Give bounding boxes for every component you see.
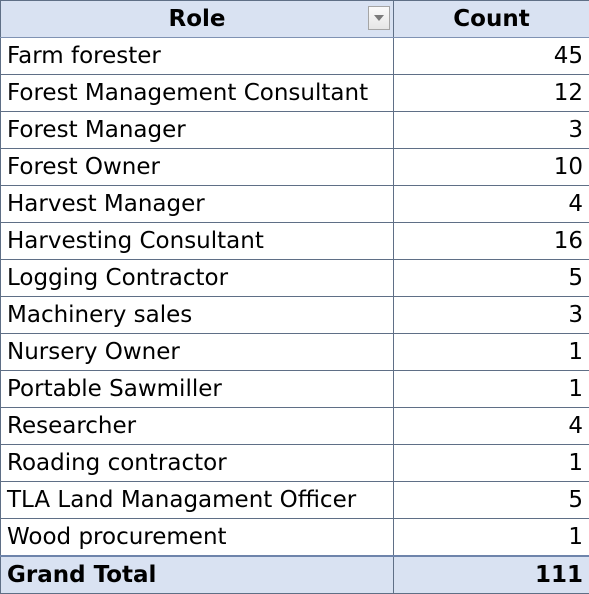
role-cell[interactable]: Farm forester xyxy=(1,38,394,75)
role-cell[interactable]: Harvest Manager xyxy=(1,186,394,223)
role-filter-button[interactable] xyxy=(368,6,390,30)
count-cell[interactable]: 1 xyxy=(394,334,589,371)
grand-total-row: Grand Total 111 xyxy=(1,556,589,594)
count-cell[interactable]: 5 xyxy=(394,260,589,297)
count-cell[interactable]: 4 xyxy=(394,408,589,445)
role-cell[interactable]: Portable Sawmiller xyxy=(1,371,394,408)
count-cell[interactable]: 5 xyxy=(394,482,589,519)
role-cell[interactable]: Logging Contractor xyxy=(1,260,394,297)
count-cell[interactable]: 16 xyxy=(394,223,589,260)
role-cell[interactable]: Harvesting Consultant xyxy=(1,223,394,260)
count-cell[interactable]: 1 xyxy=(394,445,589,482)
count-cell[interactable]: 4 xyxy=(394,186,589,223)
role-cell[interactable]: Forest Owner xyxy=(1,149,394,186)
grand-total-label[interactable]: Grand Total xyxy=(1,556,394,594)
count-header-cell: Count xyxy=(394,1,589,38)
role-cell[interactable]: Forest Manager xyxy=(1,112,394,149)
count-cell[interactable]: 3 xyxy=(394,297,589,334)
count-cell[interactable]: 45 xyxy=(394,38,589,75)
role-cell[interactable]: Machinery sales xyxy=(1,297,394,334)
role-cell[interactable]: TLA Land Managament Officer xyxy=(1,482,394,519)
count-cell[interactable]: 12 xyxy=(394,75,589,112)
role-header-cell: Role xyxy=(1,1,394,38)
count-cell[interactable]: 1 xyxy=(394,519,589,557)
count-cell[interactable]: 1 xyxy=(394,371,589,408)
role-cell[interactable]: Forest Management Consultant xyxy=(1,75,394,112)
role-header-label: Role xyxy=(169,6,226,32)
header-row: Role Count xyxy=(1,1,589,38)
role-cell[interactable]: Wood procurement xyxy=(1,519,394,557)
role-cell[interactable]: Nursery Owner xyxy=(1,334,394,371)
role-cell[interactable]: Roading contractor xyxy=(1,445,394,482)
dropdown-arrow-icon xyxy=(374,15,384,21)
count-cell[interactable]: 10 xyxy=(394,149,589,186)
count-header-label: Count xyxy=(453,6,529,32)
role-cell[interactable]: Researcher xyxy=(1,408,394,445)
grand-total-count[interactable]: 111 xyxy=(394,556,589,594)
count-cell[interactable]: 3 xyxy=(394,112,589,149)
